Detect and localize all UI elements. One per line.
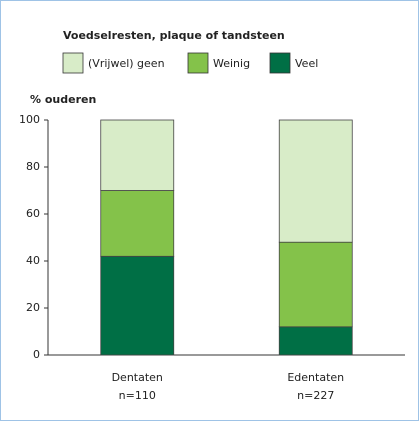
- y-axis-label: % ouderen: [30, 93, 96, 106]
- y-tick-label: 80: [26, 160, 40, 173]
- legend-swatch: [187, 52, 209, 74]
- legend-title: Voedselresten, plaque of tandsteen: [63, 29, 285, 42]
- legend-label: (Vrijwel) geen: [88, 57, 165, 70]
- bar-segment: [278, 119, 353, 243]
- bar-segment: [278, 326, 353, 356]
- legend-swatch: [62, 52, 84, 74]
- y-tick-label: 100: [19, 113, 40, 126]
- bar-segment: [278, 241, 353, 328]
- y-tick-label: 0: [33, 348, 40, 361]
- legend-swatch: [269, 52, 291, 74]
- legend-label: Veel: [295, 57, 318, 70]
- x-tick-label: Dentaten: [112, 371, 163, 384]
- x-tick-sublabel: n=110: [119, 389, 156, 402]
- x-tick-label: Edentaten: [287, 371, 344, 384]
- y-tick-label: 20: [26, 301, 40, 314]
- legend-label: Weinig: [213, 57, 250, 70]
- x-tick-sublabel: n=227: [297, 389, 334, 402]
- bar-segment: [100, 119, 175, 191]
- bar-segment: [100, 190, 175, 257]
- bar-segment: [100, 255, 175, 356]
- y-tick-label: 60: [26, 207, 40, 220]
- y-tick-label: 40: [26, 254, 40, 267]
